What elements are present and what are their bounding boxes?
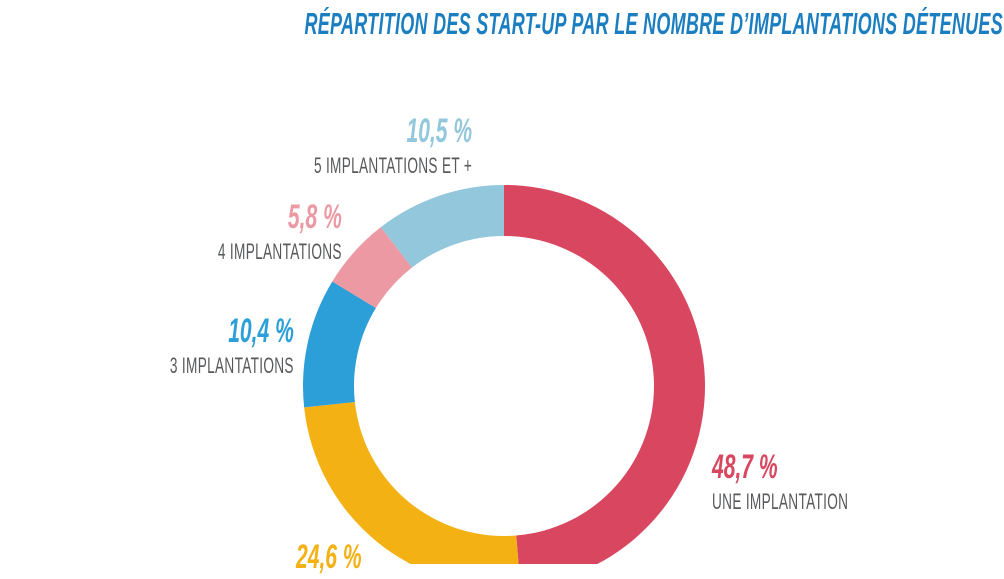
donut-segment xyxy=(303,281,376,408)
segment-label: 4 IMPLANTATIONS xyxy=(218,239,342,264)
donut-segment xyxy=(304,401,519,564)
segment-value: 48,7 % xyxy=(712,448,778,486)
callout-quatre-implantations: 5,8 % 4 IMPLANTATIONS xyxy=(142,198,342,264)
donut-chart xyxy=(303,185,705,564)
segment-label: 5 IMPLANTATIONS ET + xyxy=(313,153,472,178)
callout-deux-implantations: 24,6 % xyxy=(296,538,402,579)
segment-label: 3 IMPLANTATIONS xyxy=(170,353,294,378)
segment-value: 5,8 % xyxy=(288,198,342,236)
callout-cinq-implantations-et-plus: 10,5 % 5 IMPLANTATIONS ET + xyxy=(217,112,472,178)
segment-value: 10,4 % xyxy=(228,312,294,350)
chart-title: RÉPARTITION DES START-UP PAR LE NOMBRE D… xyxy=(304,6,1004,41)
segment-label: UNE IMPLANTATION xyxy=(712,489,849,514)
callout-une-implantation: 48,7 % UNE IMPLANTATION xyxy=(712,448,932,514)
donut-segment xyxy=(332,227,413,309)
donut-segment xyxy=(504,185,705,564)
chart-title-container: RÉPARTITION DES START-UP PAR LE NOMBRE D… xyxy=(0,6,1004,42)
callout-trois-implantations: 10,4 % 3 IMPLANTATIONS xyxy=(94,312,294,378)
segment-value: 10,5 % xyxy=(406,112,472,150)
segment-value: 24,6 % xyxy=(296,538,362,576)
donut-segment xyxy=(380,185,504,268)
